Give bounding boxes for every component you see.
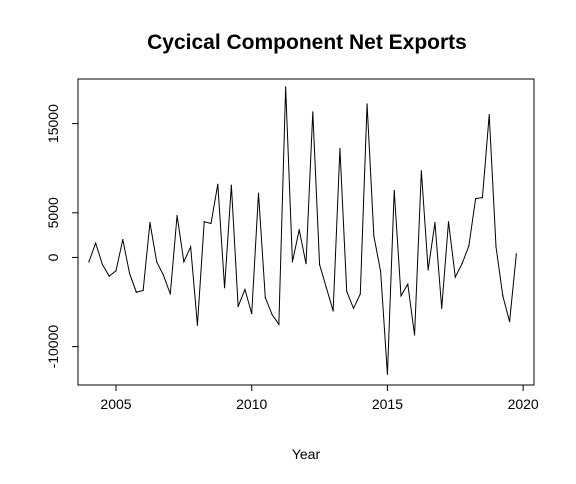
data-point (224, 287, 225, 288)
data-point (292, 261, 293, 262)
data-point (204, 221, 205, 222)
y-tick-label: 5000 (45, 197, 61, 228)
y-axis: -10000 0 5000 15000 (45, 104, 78, 369)
data-point (339, 148, 340, 149)
data-point (373, 235, 374, 236)
series-line (89, 87, 517, 374)
data-point (387, 374, 388, 375)
data-point (299, 229, 300, 230)
data-point (407, 284, 408, 285)
data-point (516, 253, 517, 254)
data-point (400, 295, 401, 296)
data-point (183, 261, 184, 262)
data-point (115, 270, 116, 271)
data-point (333, 310, 334, 311)
data-point (176, 215, 177, 216)
data-point (163, 275, 164, 276)
data-point (319, 264, 320, 265)
data-point (353, 308, 354, 309)
x-axis-label: Year (292, 446, 321, 462)
data-point (231, 185, 232, 186)
data-point (482, 197, 483, 198)
y-tick-label: 0 (45, 253, 61, 261)
data-point (95, 243, 96, 244)
data-point (109, 276, 110, 277)
data-point (244, 289, 245, 290)
data-point (170, 293, 171, 294)
data-point (461, 263, 462, 264)
data-point (428, 269, 429, 270)
data-point (251, 313, 252, 314)
data-point (455, 276, 456, 277)
x-tick-label: 2015 (372, 396, 403, 412)
chart-title: Cycical Component Net Exports (147, 31, 467, 54)
data-point (197, 325, 198, 326)
data-point (102, 264, 103, 265)
data-point (156, 261, 157, 262)
data-point (88, 261, 89, 262)
x-tick-label: 2010 (236, 396, 267, 412)
data-point (122, 239, 123, 240)
data-point (394, 190, 395, 191)
data-point (448, 221, 449, 222)
data-point (346, 291, 347, 292)
data-point (258, 193, 259, 194)
data-point (210, 223, 211, 224)
data-point (509, 321, 510, 322)
data-point (380, 271, 381, 272)
y-tick-label: 15000 (45, 104, 61, 143)
x-tick-label: 2020 (508, 396, 539, 412)
data-point (271, 314, 272, 315)
data-points (88, 86, 517, 374)
data-point (489, 114, 490, 115)
data-point (414, 334, 415, 335)
data-point (285, 86, 286, 87)
x-tick-label: 2005 (100, 396, 131, 412)
data-point (421, 170, 422, 171)
data-point (502, 295, 503, 296)
data-point (217, 184, 218, 185)
data-point (143, 290, 144, 291)
plot-frame (78, 79, 534, 385)
data-point (278, 324, 279, 325)
data-point (360, 293, 361, 294)
data-point (136, 292, 137, 293)
data-point (129, 273, 130, 274)
data-point (305, 263, 306, 264)
data-point (441, 308, 442, 309)
data-point (434, 222, 435, 223)
data-point (326, 287, 327, 288)
data-point (265, 297, 266, 298)
y-tick-label: -10000 (45, 325, 61, 369)
data-point (238, 306, 239, 307)
data-point (149, 222, 150, 223)
data-point (190, 246, 191, 247)
data-point (468, 245, 469, 246)
x-axis: 2005 2010 2015 2020 (100, 385, 539, 412)
data-point (312, 111, 313, 112)
data-point (366, 103, 367, 104)
data-point (475, 198, 476, 199)
data-point (495, 246, 496, 247)
